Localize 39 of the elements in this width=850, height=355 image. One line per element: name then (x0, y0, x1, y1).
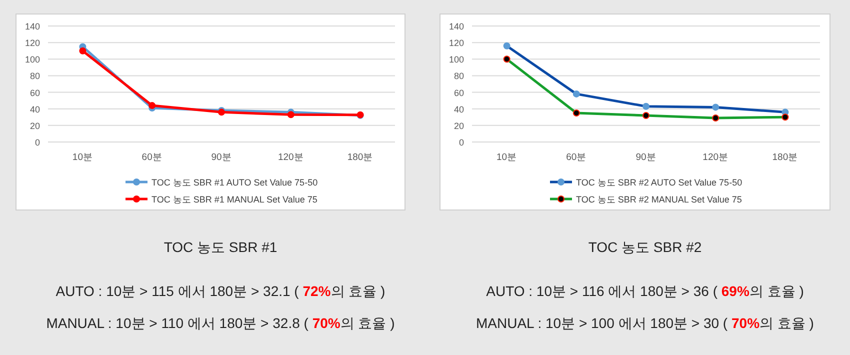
y-tick-label: 0 (458, 138, 464, 148)
y-tick-label: 20 (454, 120, 464, 131)
y-tick-label: 60 (454, 88, 464, 98)
y-tick-label: 120 (448, 38, 464, 48)
legend-label: TOC 농도 SBR #2 MANUAL Set Value 75 (576, 194, 742, 204)
legend-label: TOC 농도 SBR #1 MANUAL Set Value 75 (152, 194, 318, 204)
text: TOC 농도 SBR #1 (164, 239, 278, 255)
point (79, 47, 86, 54)
x-tick-label: 120분 (702, 152, 729, 163)
text: MANUAL : 10분 > 100 에서 180분 > 30 ( 70%의 효율 ) (476, 315, 814, 331)
x-tick-label: 10분 (496, 152, 518, 163)
point (148, 102, 156, 110)
y-tick-label: 20 (30, 120, 40, 131)
y-tick-label: 120 (24, 38, 40, 48)
y-tick-label: 100 (24, 54, 40, 65)
x-tick-label: 180분 (347, 152, 374, 163)
y-tick-label: 0 (34, 138, 40, 148)
x-tick-label: 180분 (772, 152, 798, 163)
y-tick-label: 80 (454, 71, 464, 82)
x-tick-label: 60분 (566, 152, 587, 163)
legend-label: TOC 농도 SBR #1 AUTO Set Value 75-50 (152, 178, 318, 188)
y-tick-label: 140 (448, 22, 464, 32)
text: AUTO : 10분 > 116 에서 180분 > 36 ( 69%의 효율 ) (486, 283, 804, 299)
y-tick-label: 100 (448, 54, 464, 65)
y-tick-label: 60 (30, 88, 40, 98)
x-tick-label: 10분 (72, 152, 93, 163)
x-tick-label: 60분 (142, 152, 162, 163)
x-tick-label: 120분 (278, 152, 304, 163)
text: TOC 농도 SBR #2 (588, 239, 702, 255)
y-tick-label: 40 (454, 104, 464, 114)
text: MANUAL : 10분 > 110 에서 180분 > 32.8 ( 70%의 효율 ) (46, 315, 395, 331)
y-tick-label: 80 (30, 71, 40, 82)
x-tick-label: 90분 (211, 152, 232, 163)
legend-label: TOC 농도 SBR #2 AUTO Set Value 75-50 (576, 178, 742, 188)
y-tick-label: 140 (24, 22, 40, 32)
point (287, 111, 294, 118)
x-tick-label: 90분 (636, 152, 656, 163)
text: AUTO : 10분 > 115 에서 180분 > 32.1 ( 72%의 효율 ) (56, 283, 386, 299)
y-tick-label: 40 (30, 104, 40, 114)
